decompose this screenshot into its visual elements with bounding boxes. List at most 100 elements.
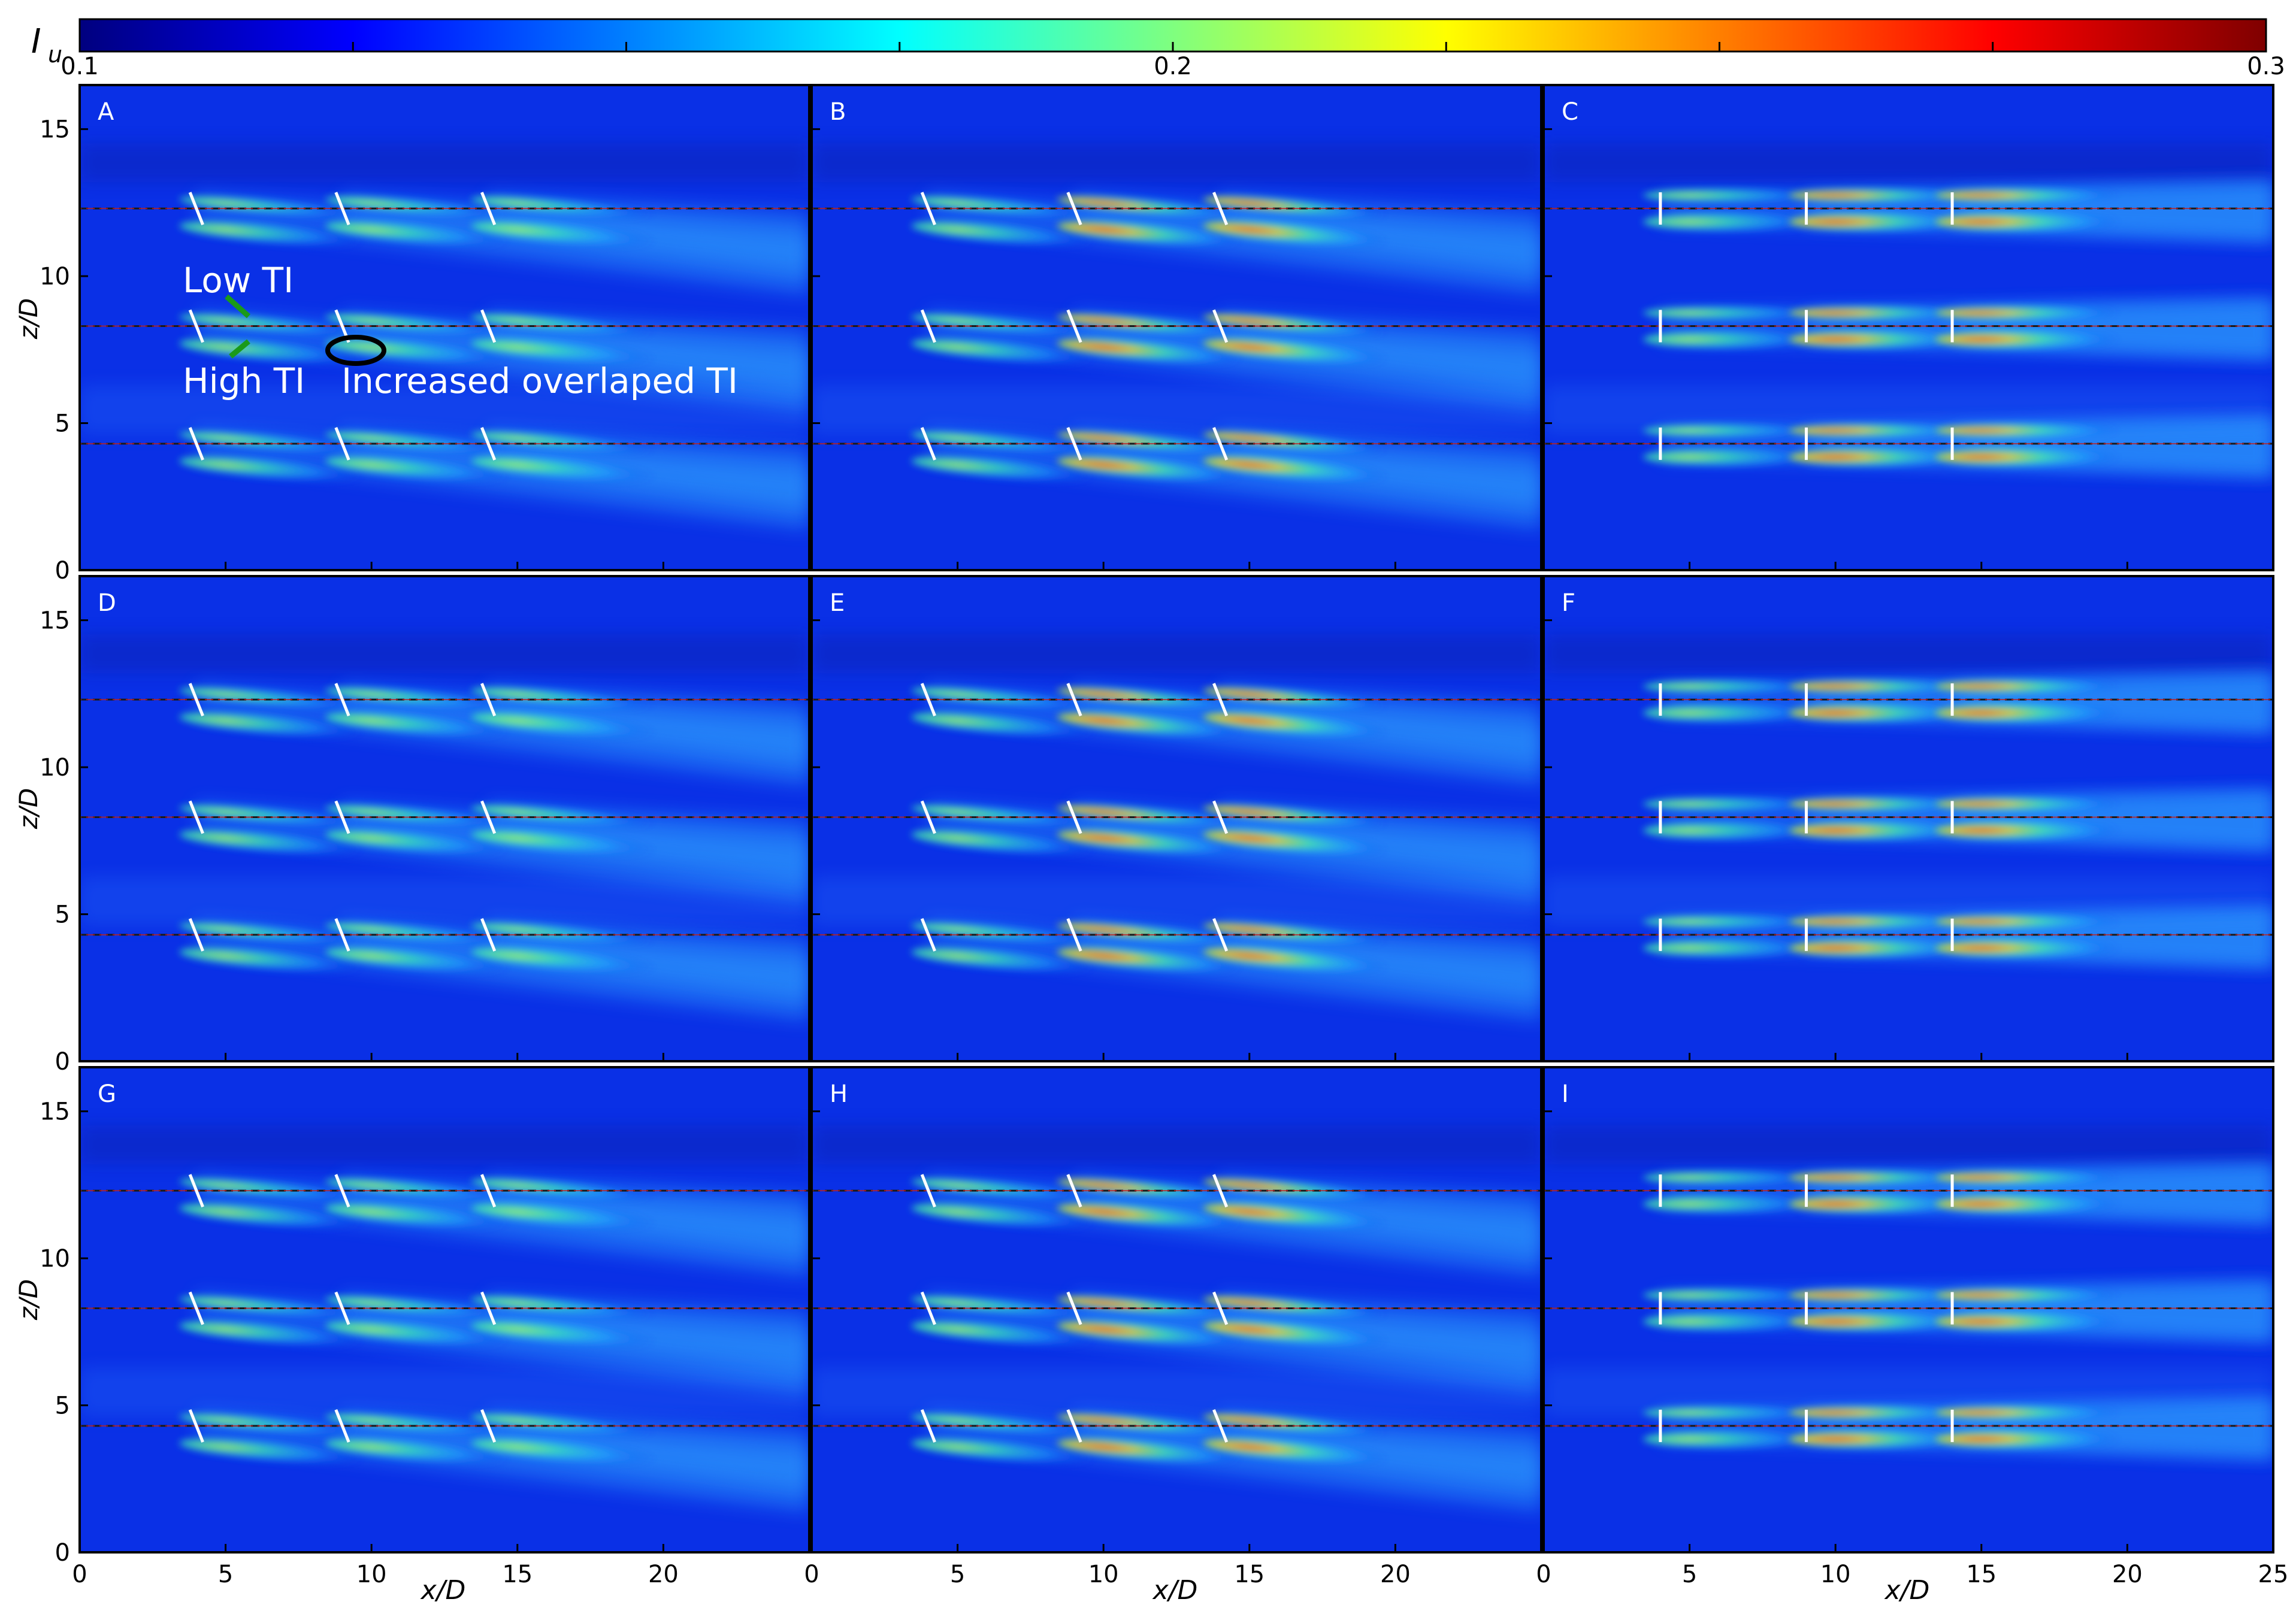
wake-shear-layer xyxy=(911,1321,1097,1346)
wake-shear-layer xyxy=(1642,1170,1830,1185)
wake-shear-layer xyxy=(471,947,658,973)
panel-frame xyxy=(78,575,810,1062)
wake-shear-layer xyxy=(1057,1321,1244,1346)
wake-shear-layer xyxy=(1057,1178,1244,1201)
wake-shear-layer xyxy=(911,1178,1097,1201)
wake-shear-layer xyxy=(911,221,1097,247)
wake-shear-layer xyxy=(1642,1405,1830,1420)
x-tick-label: 15 xyxy=(1966,1561,1996,1588)
panel-b: B xyxy=(810,84,1542,571)
wake-shear-layer xyxy=(1203,947,1390,973)
wake-shear-layer xyxy=(1934,1312,2122,1331)
x-tick-label: 15 xyxy=(502,1561,533,1588)
y-tick-label: 15 xyxy=(40,116,70,144)
mist-band xyxy=(80,634,809,673)
wake-shear-layer xyxy=(1057,805,1244,827)
turbine-rotor xyxy=(1066,1409,1082,1443)
wake-shear-layer xyxy=(911,1438,1097,1464)
wake-shear-layer xyxy=(1203,805,1390,827)
wake-shear-layer xyxy=(1057,922,1244,944)
turbine-rotor xyxy=(480,309,497,343)
turbine-rotor xyxy=(188,1409,204,1443)
panel-field xyxy=(80,1125,809,1514)
wake-shear-layer xyxy=(1934,703,2122,723)
wake-shear-layer xyxy=(179,922,365,944)
colorbar-ticks xyxy=(352,42,1994,52)
turbine-rotor xyxy=(920,1291,936,1325)
wake-shear-layer xyxy=(325,805,512,827)
wake-shear-layer xyxy=(325,196,512,219)
annotation-low-ti: Low TI xyxy=(183,260,294,301)
low-ti-arrow xyxy=(225,294,250,319)
turbine-rotor xyxy=(188,800,204,834)
y-tick-label: 0 xyxy=(55,557,70,585)
wake-shear-layer xyxy=(911,431,1097,453)
turbine-rotor xyxy=(334,800,350,834)
x-tick-label: 20 xyxy=(2112,1561,2143,1588)
wake-shear-layer xyxy=(911,922,1097,944)
wake-shear-layer xyxy=(911,456,1097,482)
wake-shear-layer xyxy=(911,338,1097,364)
wake-shear-layer xyxy=(1642,820,1830,840)
panel-label: I xyxy=(1562,1080,1569,1108)
wake-shear-layer xyxy=(1203,196,1390,219)
turbine-rotor xyxy=(188,192,204,226)
wake-shear-layer xyxy=(911,1296,1097,1318)
wake-shear-layer xyxy=(325,687,512,710)
wake-shear-layer xyxy=(179,221,365,247)
wake-shear-layer xyxy=(1203,1321,1390,1346)
turbine-rotor xyxy=(480,1409,497,1443)
y-tick-label: 5 xyxy=(55,410,70,438)
y-tick-label: 10 xyxy=(40,754,70,782)
wake-shear-layer xyxy=(471,314,658,336)
wake-shear-layer xyxy=(1934,447,2122,467)
x-tick-label: 20 xyxy=(648,1561,679,1588)
x-tick-label: 25 xyxy=(2258,1561,2289,1588)
wake-shear-layer xyxy=(325,314,512,336)
panel-frame xyxy=(810,575,1542,1062)
wake-shear-layer xyxy=(471,196,658,219)
ylabel-row1: z/D xyxy=(14,298,43,340)
wake-shear-layer xyxy=(1789,1288,1976,1303)
high-ti-arrow xyxy=(229,339,250,359)
turbine-rotor xyxy=(920,192,936,226)
wake-shear-layer xyxy=(325,456,512,482)
wake-shear-layer xyxy=(179,1296,365,1318)
wake-shear-layer xyxy=(911,712,1097,738)
panel-frame xyxy=(1542,84,2274,571)
wake-shear-layer xyxy=(471,922,658,944)
wake-shear-layer xyxy=(179,1438,365,1464)
xlabel-col1: x/D xyxy=(420,1575,466,1606)
xlabel-col3: x/D xyxy=(1884,1575,1930,1606)
annotation-overlap: Increased overlaped TI xyxy=(341,361,738,401)
wake-shear-layer xyxy=(1203,1178,1390,1201)
wake-shear-layer xyxy=(1642,1430,1830,1449)
x-tick-label: 5 xyxy=(218,1561,233,1588)
panel-field xyxy=(80,143,809,532)
turbine-rotor xyxy=(1212,917,1229,952)
wake-shear-layer xyxy=(325,338,512,364)
turbine-rotor xyxy=(920,1409,936,1443)
turbine-rotor xyxy=(188,683,204,717)
wake-shear-layer xyxy=(1057,829,1244,855)
turbine-rotor xyxy=(920,309,936,343)
panel-frame xyxy=(1542,575,2274,1062)
turbine-rotor xyxy=(1212,1174,1229,1208)
turbine-rotor xyxy=(1066,192,1082,226)
mist-band xyxy=(80,1125,809,1164)
wake-shear-layer xyxy=(471,1413,658,1436)
wake-shear-layer xyxy=(1789,1170,1976,1185)
mist-band xyxy=(1544,143,2273,182)
x-tick-label: 5 xyxy=(1682,1561,1697,1588)
turbine-rotor xyxy=(188,426,204,461)
wake-shear-layer xyxy=(471,1438,658,1464)
wake-shear-layer xyxy=(1203,829,1390,855)
xlabel-col2: x/D xyxy=(1152,1575,1198,1606)
turbine-rotor xyxy=(920,917,936,952)
panel-label: E xyxy=(830,589,845,617)
colorbar-tick-min: 0.1 xyxy=(60,53,99,80)
wake-shear-layer xyxy=(1789,423,1976,438)
wake-shear-layer xyxy=(1789,188,1976,203)
turbine-rotor xyxy=(1212,192,1229,226)
